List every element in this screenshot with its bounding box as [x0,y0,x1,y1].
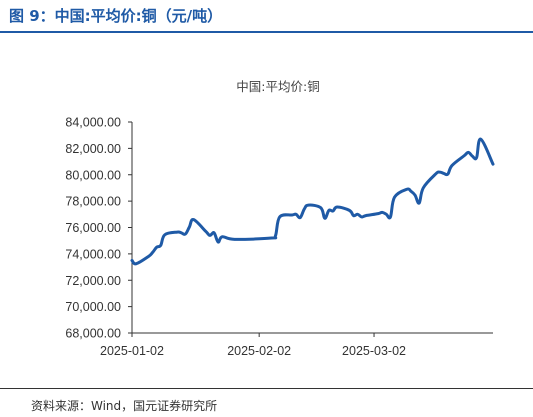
data-point [180,231,183,234]
data-point [377,212,379,215]
data-point [307,204,310,206]
data-point [434,173,437,175]
data-point [393,196,396,198]
data-point [451,164,453,167]
data-point [192,218,195,221]
title-rule [0,31,533,33]
data-point [381,211,384,214]
data-point [475,156,478,159]
data-point [135,262,137,265]
data-point [410,190,412,193]
data-point [221,235,224,238]
data-point [471,155,474,158]
data-point [176,231,178,233]
data-point [303,208,306,210]
x-axis: 2025-01-02 2025-02-02 2025-03-02 [100,332,493,358]
data-point [205,230,207,233]
y-tick-label: 68,000.00 [65,327,121,341]
y-tick-label: 78,000.00 [65,195,121,209]
x-tick-label: 2025-02-02 [227,344,291,358]
y-tick-label: 72,000.00 [65,274,121,288]
figure-title: 图 9：中国:平均价:铜（元/吨） [9,7,223,25]
y-tick-label: 84,000.00 [65,116,121,130]
series-line [130,137,495,266]
data-point [131,259,133,262]
data-point [291,214,293,216]
data-point [356,213,359,216]
data-point [332,210,334,212]
data-point [360,216,363,218]
data-point [155,246,158,249]
y-axis: 68,000.00 70,000.00 72,000.00 74,000.00 76,0… [65,116,133,341]
y-tick-label: 82,000.00 [65,142,121,156]
data-point [213,231,215,234]
y-tick-label: 80,000.00 [65,168,121,182]
data-point [270,237,273,239]
data-point [492,163,494,165]
x-tick-label: 2025-03-02 [342,344,406,358]
data-point [385,213,388,216]
chart-title: 中国:平均价:铜 [236,79,319,94]
data-point [184,233,187,235]
data-point [406,188,408,191]
data-point [442,172,445,175]
data-point [274,234,277,237]
data-point [324,217,326,220]
y-tick-label: 76,000.00 [65,221,121,235]
data-point [336,206,338,208]
y-tick-label: 74,000.00 [65,247,121,261]
data-point [151,251,154,254]
series-group [130,137,495,266]
data-point [467,151,470,154]
data-point [479,138,482,140]
data-point [233,238,236,241]
data-point [418,202,420,204]
source-note: 资料来源：Wind，国元证券研究所 [31,399,218,413]
data-point [389,216,392,218]
data-point [209,234,211,237]
data-point [328,209,330,212]
data-point [319,206,322,209]
data-point [188,226,191,228]
data-point [299,216,301,219]
data-point [352,214,355,217]
footer-rule [0,388,533,389]
data-point [159,244,162,247]
data-point [422,187,425,189]
data-point [295,213,297,216]
data-point [438,171,441,173]
data-point [414,194,416,196]
data-point [463,154,466,157]
data-point [348,209,351,212]
data-point [164,233,166,236]
data-point [447,173,449,175]
data-point [365,214,367,217]
x-tick-label: 2025-01-02 [100,344,164,358]
y-tick-label: 70,000.00 [65,300,121,314]
data-point [147,255,150,258]
data-point [278,216,281,218]
data-point [217,241,219,243]
